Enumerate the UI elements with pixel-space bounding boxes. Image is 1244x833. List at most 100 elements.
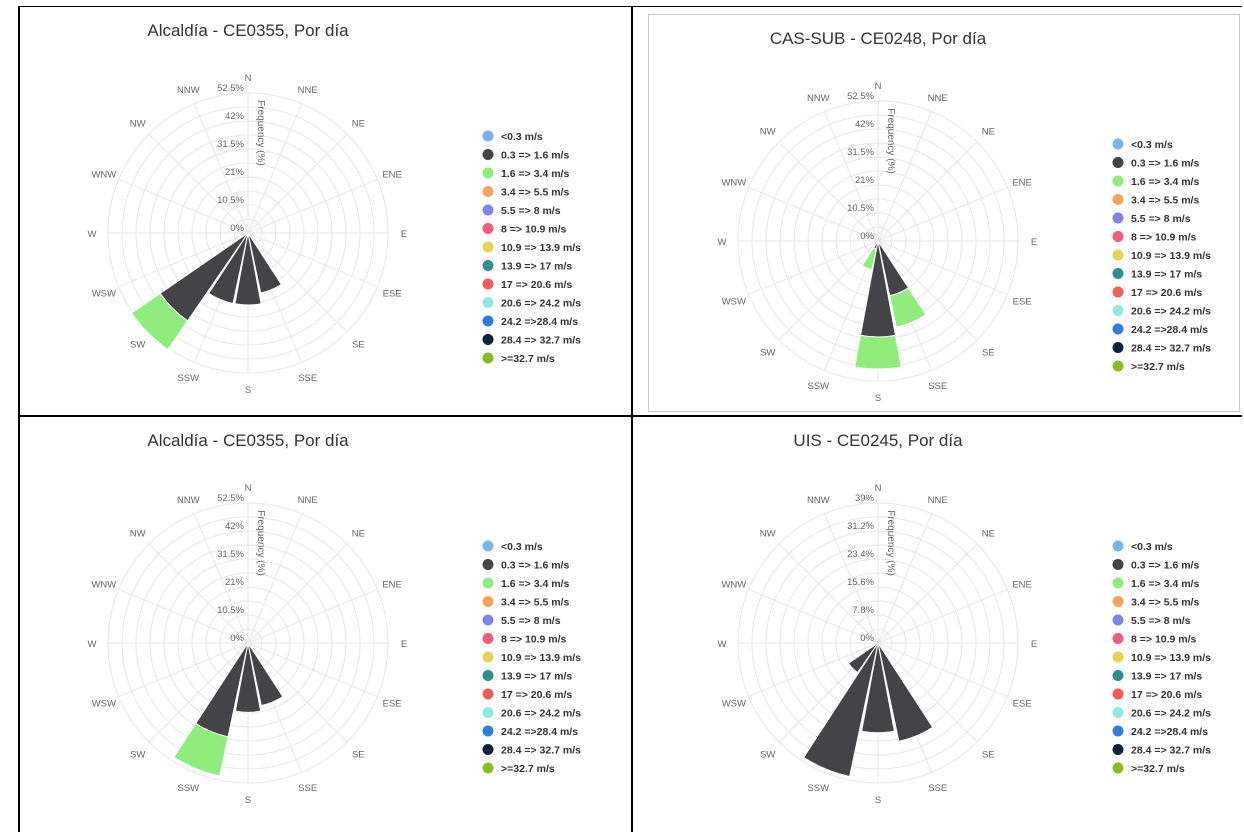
legend-label: 5.5 => 8 m/s xyxy=(1131,615,1191,627)
legend-item[interactable]: 24.2 =>28.4 m/s xyxy=(482,725,579,739)
radial-tick-label: 42% xyxy=(855,119,875,130)
legend-item[interactable]: >=32.7 m/s xyxy=(482,762,555,776)
petal-sse-bin2[interactable] xyxy=(889,287,927,328)
legend-item[interactable]: 3.4 => 5.5 m/s xyxy=(1112,194,1200,207)
legend-item[interactable]: 28.4 => 32.7 m/s xyxy=(1112,342,1212,355)
legend-item[interactable]: 5.5 => 8 m/s xyxy=(1112,614,1191,628)
legend-item[interactable]: 10.9 => 13.9 m/s xyxy=(1112,651,1212,665)
direction-label: NNW xyxy=(807,93,830,104)
legend-marker xyxy=(1112,175,1124,187)
legend-item[interactable]: 13.9 => 17 m/s xyxy=(1112,268,1203,281)
legend-item[interactable]: 10.9 => 13.9 m/s xyxy=(482,651,582,665)
direction-label: ENE xyxy=(1012,579,1032,590)
direction-label: SE xyxy=(352,749,365,760)
direction-label: ESE xyxy=(383,699,402,710)
grid-line xyxy=(631,6,633,832)
petal-sse-bin1[interactable] xyxy=(877,642,934,742)
legend-item[interactable]: 5.5 => 8 m/s xyxy=(1112,212,1191,226)
petal-sse-bin1[interactable] xyxy=(247,642,284,707)
legend-item[interactable]: 17 => 20.6 m/s xyxy=(1112,286,1203,300)
legend-item[interactable]: 24.2 =>28.4 m/s xyxy=(482,315,579,329)
legend-item[interactable]: 20.6 => 24.2 m/s xyxy=(482,297,582,310)
direction-label: WNW xyxy=(91,169,116,180)
petal-ssw-bin2[interactable] xyxy=(861,247,877,271)
legend-item[interactable]: 28.4 => 32.7 m/s xyxy=(482,744,582,757)
legend-item[interactable]: <0.3 m/s xyxy=(482,130,543,144)
legend-item[interactable]: 8 => 10.9 m/s xyxy=(1112,633,1197,646)
legend-item[interactable]: >=32.7 m/s xyxy=(1112,360,1185,374)
grid-spoke xyxy=(778,240,879,341)
radial-axis-title: Frequency (%) xyxy=(255,510,266,576)
legend-item[interactable]: 28.4 => 32.7 m/s xyxy=(482,334,582,347)
legend-item[interactable]: 20.6 => 24.2 m/s xyxy=(1112,305,1212,318)
petal-sw-bin1[interactable] xyxy=(847,642,879,674)
petal-s-bin1[interactable] xyxy=(234,642,262,713)
legend-item[interactable]: 20.6 => 24.2 m/s xyxy=(1112,707,1212,720)
legend-item[interactable]: 0.3 => 1.6 m/s xyxy=(482,559,570,572)
direction-label: WNW xyxy=(721,177,746,188)
legend-item[interactable]: 20.6 => 24.2 m/s xyxy=(482,707,582,720)
legend-item[interactable]: 0.3 => 1.6 m/s xyxy=(1112,157,1200,170)
legend-item[interactable]: 5.5 => 8 m/s xyxy=(482,614,561,628)
petal-s-bin1[interactable] xyxy=(861,642,895,734)
legend-item[interactable]: >=32.7 m/s xyxy=(482,352,555,366)
grid-spoke xyxy=(148,642,249,743)
petal-s-bin2[interactable] xyxy=(854,334,902,370)
legend-item[interactable]: 24.2 =>28.4 m/s xyxy=(1112,323,1209,337)
legend-item[interactable]: <0.3 m/s xyxy=(1112,138,1173,152)
legend-label: 20.6 => 24.2 m/s xyxy=(1131,708,1211,720)
petal-sse-bin1[interactable] xyxy=(247,232,283,294)
direction-label: W xyxy=(718,639,727,650)
direction-label: SW xyxy=(130,339,145,350)
grid-spoke xyxy=(193,513,249,644)
legend-item[interactable]: 17 => 20.6 m/s xyxy=(482,278,573,292)
legend-marker xyxy=(1112,360,1124,372)
direction-label: S xyxy=(875,393,881,404)
legend-marker xyxy=(482,762,494,774)
petal-ssw-bin1[interactable] xyxy=(208,232,249,305)
legend-item[interactable]: 3.4 => 5.5 m/s xyxy=(482,186,570,199)
petal-ssw-bin2[interactable] xyxy=(173,722,229,777)
legend-marker xyxy=(1112,249,1124,261)
legend-item[interactable]: 8 => 10.9 m/s xyxy=(482,223,567,236)
legend-item[interactable]: 1.6 => 3.4 m/s xyxy=(1112,175,1200,189)
petal-s-bin1[interactable] xyxy=(234,232,262,306)
legend-item[interactable]: 5.5 => 8 m/s xyxy=(482,204,561,218)
radial-tick-label: 23.4% xyxy=(847,549,874,560)
legend-item[interactable]: 24.2 =>28.4 m/s xyxy=(1112,725,1209,739)
direction-label: N xyxy=(875,483,882,494)
legend-item[interactable]: 17 => 20.6 m/s xyxy=(1112,688,1203,702)
legend-marker xyxy=(1112,577,1124,589)
legend-label: 8 => 10.9 m/s xyxy=(501,224,567,236)
legend-item[interactable]: <0.3 m/s xyxy=(1112,540,1173,554)
legend-marker xyxy=(482,614,494,626)
legend-item[interactable]: 0.3 => 1.6 m/s xyxy=(482,149,570,162)
legend-item[interactable]: 3.4 => 5.5 m/s xyxy=(482,596,570,609)
petal-sw-bin2[interactable] xyxy=(130,292,189,351)
legend-item[interactable]: <0.3 m/s xyxy=(482,540,543,554)
legend-item[interactable]: 1.6 => 3.4 m/s xyxy=(482,577,570,591)
legend-item[interactable]: 17 => 20.6 m/s xyxy=(482,688,573,702)
legend-label: 13.9 => 17 m/s xyxy=(1131,269,1202,281)
legend-item[interactable]: 0.3 => 1.6 m/s xyxy=(1112,559,1200,572)
legend-item[interactable]: 13.9 => 17 m/s xyxy=(482,670,573,683)
legend-item[interactable]: 8 => 10.9 m/s xyxy=(1112,231,1197,244)
legend-item[interactable]: 1.6 => 3.4 m/s xyxy=(1112,577,1200,591)
legend-item[interactable]: 10.9 => 13.9 m/s xyxy=(1112,249,1212,263)
legend-item[interactable]: 8 => 10.9 m/s xyxy=(482,633,567,646)
legend-marker xyxy=(1112,540,1124,552)
legend-marker xyxy=(482,334,494,345)
legend-item[interactable]: 28.4 => 32.7 m/s xyxy=(1112,744,1212,757)
legend-label: 3.4 => 5.5 m/s xyxy=(1131,597,1199,609)
legend-item[interactable]: 1.6 => 3.4 m/s xyxy=(482,167,570,181)
legend-label: 1.6 => 3.4 m/s xyxy=(501,168,569,180)
petal-ssw-bin1[interactable] xyxy=(803,642,879,778)
legend-item[interactable]: 13.9 => 17 m/s xyxy=(482,260,573,273)
legend-item[interactable]: 10.9 => 13.9 m/s xyxy=(482,241,582,255)
legend-item[interactable]: >=32.7 m/s xyxy=(1112,762,1185,776)
grid-spoke xyxy=(247,642,348,743)
legend-label: <0.3 m/s xyxy=(1131,541,1173,553)
grid-spoke xyxy=(247,232,378,288)
legend-item[interactable]: 3.4 => 5.5 m/s xyxy=(1112,596,1200,609)
legend-item[interactable]: 13.9 => 17 m/s xyxy=(1112,670,1203,683)
